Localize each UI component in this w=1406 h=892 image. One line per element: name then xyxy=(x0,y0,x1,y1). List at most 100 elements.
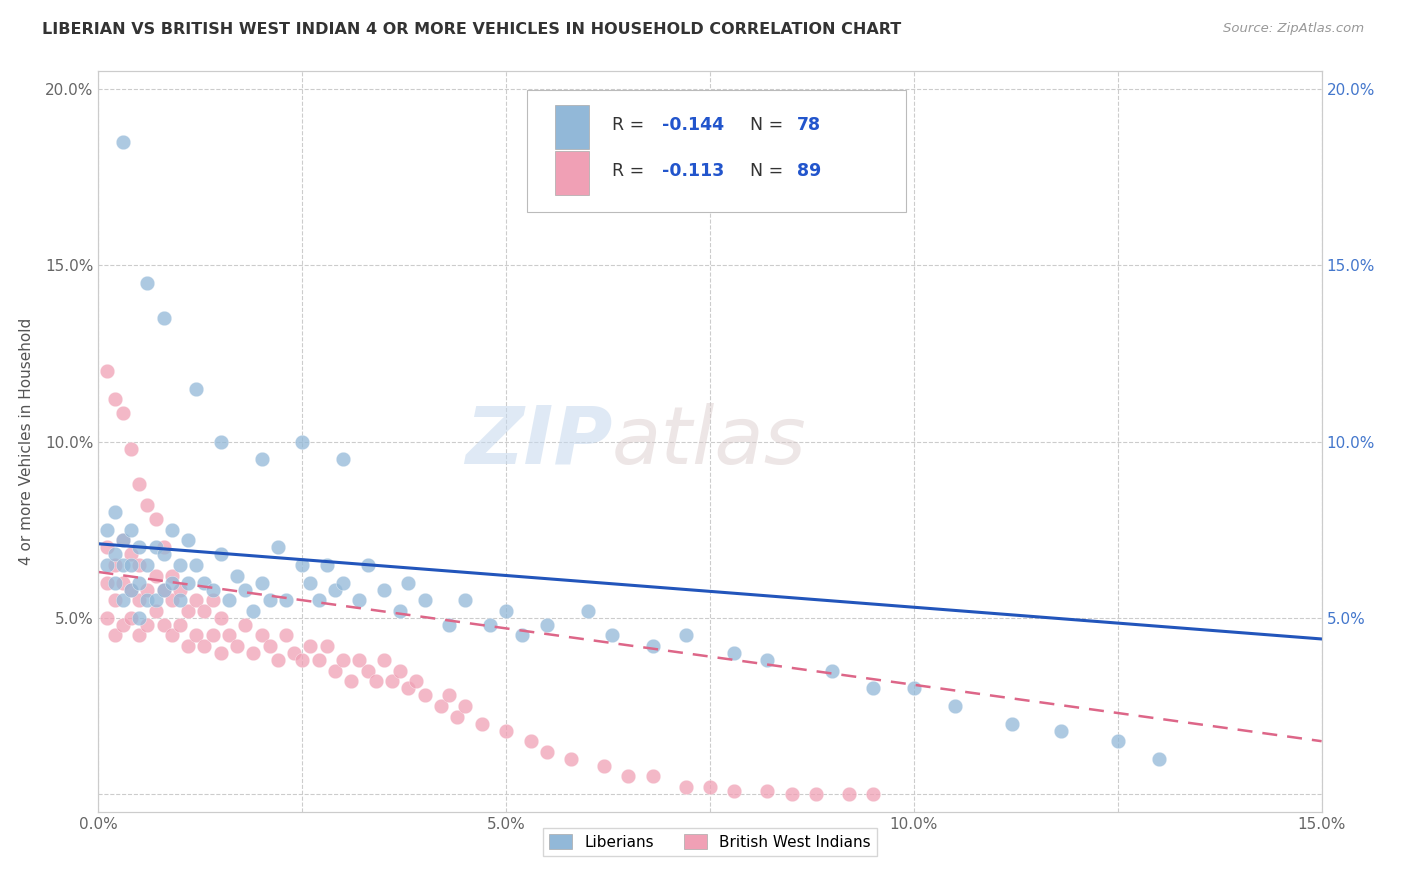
Point xyxy=(96,575,118,590)
Point xyxy=(120,611,142,625)
Point xyxy=(193,604,215,618)
Point xyxy=(226,568,249,582)
Point xyxy=(177,604,200,618)
Point xyxy=(111,618,134,632)
Text: ZIP: ZIP xyxy=(465,402,612,481)
Point xyxy=(209,646,232,660)
Point xyxy=(104,505,127,519)
FancyBboxPatch shape xyxy=(555,151,589,195)
Point xyxy=(111,135,134,149)
Point xyxy=(136,276,159,290)
Point xyxy=(373,582,395,597)
Point xyxy=(120,558,142,572)
Point xyxy=(226,639,249,653)
Point xyxy=(675,628,697,642)
Point xyxy=(209,434,232,449)
Point xyxy=(152,618,174,632)
Point xyxy=(560,752,582,766)
Point xyxy=(1107,734,1129,748)
Point xyxy=(145,568,167,582)
Point xyxy=(128,628,150,642)
Point xyxy=(576,604,599,618)
Point xyxy=(104,392,127,407)
Point xyxy=(356,664,378,678)
Point xyxy=(128,593,150,607)
Point xyxy=(389,664,412,678)
Point xyxy=(315,558,337,572)
Point xyxy=(430,698,453,713)
Point xyxy=(218,593,240,607)
Y-axis label: 4 or more Vehicles in Household: 4 or more Vehicles in Household xyxy=(20,318,34,566)
Point xyxy=(233,618,256,632)
Point xyxy=(160,575,183,590)
Point xyxy=(349,653,371,667)
Point xyxy=(136,582,159,597)
Point xyxy=(160,523,183,537)
Legend: Liberians, British West Indians: Liberians, British West Indians xyxy=(543,828,877,856)
Text: N =: N = xyxy=(751,162,789,180)
Point xyxy=(96,364,118,378)
Point xyxy=(267,653,290,667)
Point xyxy=(723,646,745,660)
Point xyxy=(104,575,127,590)
Text: -0.113: -0.113 xyxy=(662,162,724,180)
Point xyxy=(120,442,142,456)
Point xyxy=(323,664,346,678)
Point xyxy=(128,575,150,590)
Point xyxy=(299,575,322,590)
Point xyxy=(259,593,281,607)
Point xyxy=(160,628,183,642)
Point xyxy=(169,558,191,572)
Point xyxy=(405,674,427,689)
Point xyxy=(536,745,558,759)
Point xyxy=(437,689,460,703)
Point xyxy=(96,541,118,555)
Point xyxy=(903,681,925,696)
Point xyxy=(641,769,664,783)
Point xyxy=(478,618,501,632)
Point xyxy=(96,523,118,537)
Point xyxy=(332,653,354,667)
Point xyxy=(145,512,167,526)
Point xyxy=(128,541,150,555)
Point xyxy=(1147,752,1170,766)
Point xyxy=(308,653,330,667)
Point xyxy=(593,759,616,773)
Point xyxy=(186,558,208,572)
Point xyxy=(209,611,232,625)
Point xyxy=(201,593,224,607)
Point xyxy=(120,582,142,597)
Point xyxy=(617,769,640,783)
Point xyxy=(186,628,208,642)
Text: -0.144: -0.144 xyxy=(662,116,724,134)
Point xyxy=(186,382,208,396)
Point xyxy=(145,604,167,618)
Point xyxy=(136,558,159,572)
Point xyxy=(177,533,200,548)
Point xyxy=(169,593,191,607)
FancyBboxPatch shape xyxy=(526,90,905,212)
Point xyxy=(152,582,174,597)
Point xyxy=(389,604,412,618)
Point xyxy=(160,593,183,607)
Point xyxy=(780,787,803,801)
Point xyxy=(299,639,322,653)
Point xyxy=(723,783,745,797)
Text: atlas: atlas xyxy=(612,402,807,481)
Point xyxy=(495,604,517,618)
Point xyxy=(169,618,191,632)
Point xyxy=(120,523,142,537)
Point xyxy=(111,533,134,548)
Point xyxy=(1001,716,1024,731)
Point xyxy=(128,476,150,491)
Point xyxy=(437,618,460,632)
Point xyxy=(177,639,200,653)
Text: R =: R = xyxy=(612,116,650,134)
Point xyxy=(315,639,337,653)
Point xyxy=(821,664,844,678)
Point xyxy=(111,533,134,548)
Point xyxy=(111,406,134,420)
Point xyxy=(242,646,264,660)
Point xyxy=(111,593,134,607)
Point xyxy=(454,593,477,607)
